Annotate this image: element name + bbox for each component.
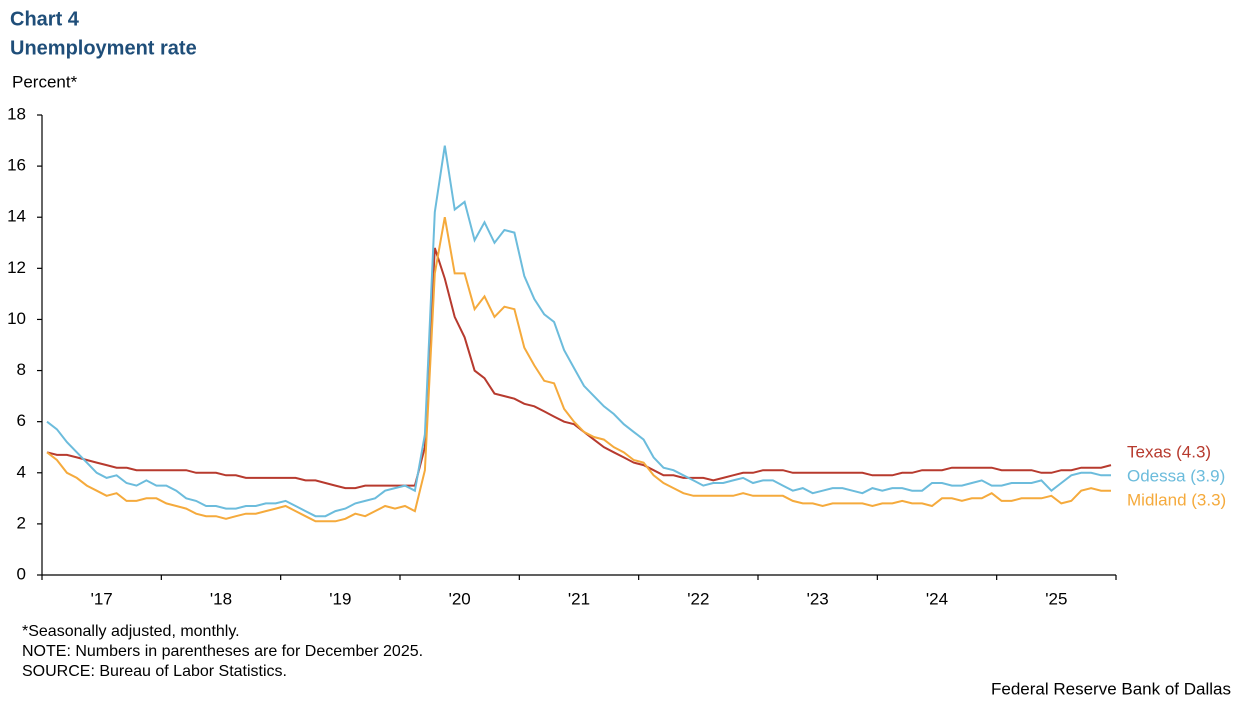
x-tick-label: '25: [1045, 589, 1067, 608]
x-tick-label: '23: [807, 589, 829, 608]
legend-label: Odessa (3.9): [1127, 467, 1225, 486]
x-tick-label: '22: [687, 589, 709, 608]
legend-label: Midland (3.3): [1127, 491, 1226, 510]
legend-label: Texas (4.3): [1127, 443, 1211, 462]
y-tick-label: 12: [7, 258, 26, 277]
chart-title: Chart 4: [10, 8, 80, 30]
series-line: [46, 145, 1111, 518]
x-tick-label: '17: [91, 589, 113, 608]
x-tick-label: '21: [568, 589, 590, 608]
y-tick-label: 6: [17, 411, 26, 430]
chart-subtitle: Unemployment rate: [10, 37, 197, 59]
series-line: [46, 247, 1112, 490]
credit: Federal Reserve Bank of Dallas: [991, 679, 1231, 698]
y-tick-label: 10: [7, 309, 26, 328]
y-tick-label: 8: [17, 360, 26, 379]
y-tick-label: 14: [7, 207, 26, 226]
x-tick-label: '18: [210, 589, 232, 608]
series-line: [46, 217, 1111, 523]
y-tick-label: 2: [17, 513, 26, 532]
y-tick-label: 16: [7, 156, 26, 175]
footnote: NOTE: Numbers in parentheses are for Dec…: [22, 643, 423, 660]
x-tick-label: '19: [329, 589, 351, 608]
x-tick-label: '24: [926, 589, 948, 608]
footnote: *Seasonally adjusted, monthly.: [22, 623, 240, 640]
y-tick-label: 4: [17, 462, 26, 481]
footnote: SOURCE: Bureau of Labor Statistics.: [22, 663, 287, 680]
y-axis-label: Percent*: [12, 72, 78, 91]
x-tick-label: '20: [449, 589, 471, 608]
y-tick-label: 18: [7, 104, 26, 123]
y-tick-label: 0: [17, 564, 26, 583]
